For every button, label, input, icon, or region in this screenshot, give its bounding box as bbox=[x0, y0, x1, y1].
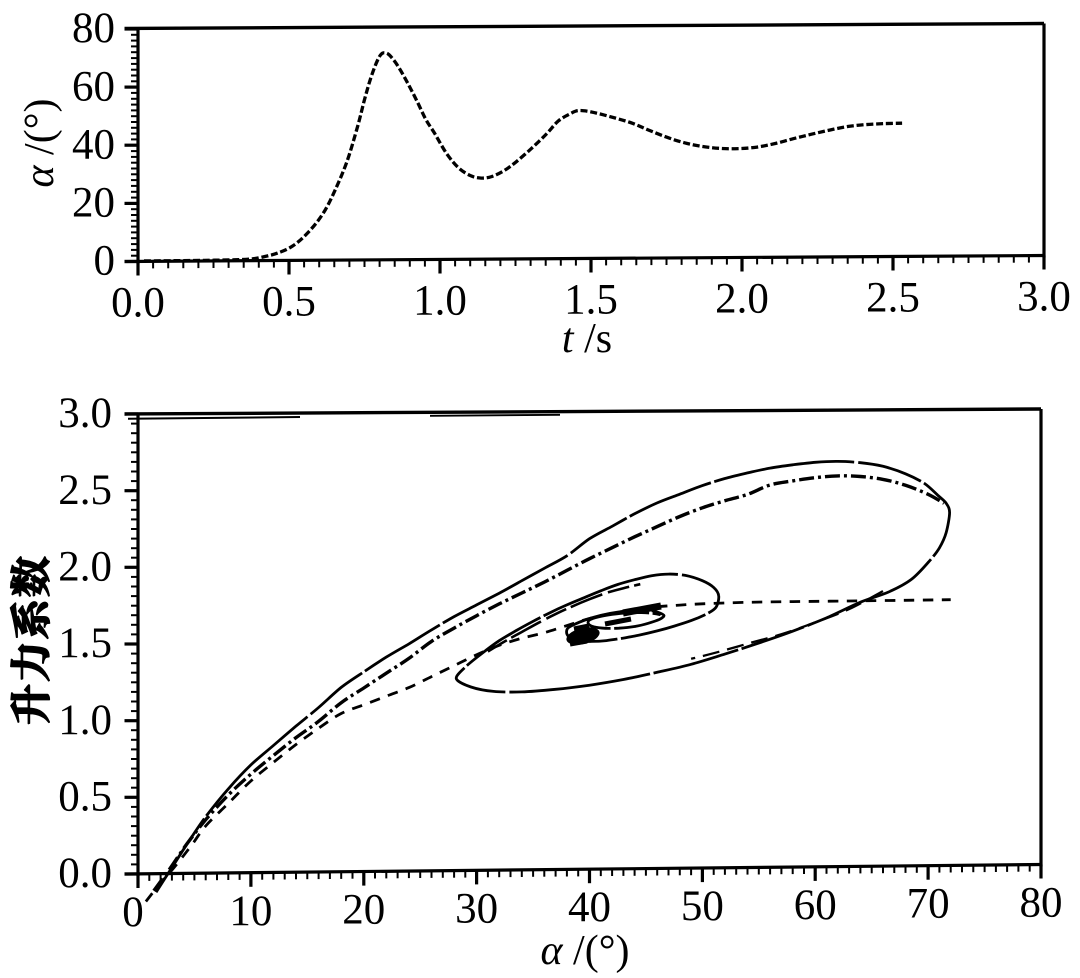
svg-text:0.5: 0.5 bbox=[58, 774, 112, 821]
svg-text:1.5: 1.5 bbox=[564, 277, 618, 324]
svg-text:20: 20 bbox=[72, 180, 115, 227]
svg-text:10: 10 bbox=[229, 888, 272, 935]
svg-text:2.5: 2.5 bbox=[58, 467, 112, 514]
svg-text:40: 40 bbox=[568, 884, 611, 931]
svg-text:1.0: 1.0 bbox=[413, 278, 467, 325]
svg-text:0: 0 bbox=[94, 238, 116, 285]
svg-text:1.0: 1.0 bbox=[58, 697, 112, 744]
svg-text:2.5: 2.5 bbox=[866, 275, 920, 322]
svg-text:30: 30 bbox=[455, 885, 498, 932]
svg-text:80: 80 bbox=[72, 5, 115, 52]
svg-text:20: 20 bbox=[342, 887, 385, 934]
svg-text:α /(°): α /(°) bbox=[541, 928, 630, 974]
svg-text:50: 50 bbox=[681, 883, 724, 930]
svg-text:α /(°): α /(°) bbox=[17, 99, 63, 188]
svg-text:3.0: 3.0 bbox=[58, 390, 112, 437]
svg-text:2.0: 2.0 bbox=[715, 276, 769, 323]
svg-text:60: 60 bbox=[794, 882, 837, 929]
svg-text:0.0: 0.0 bbox=[111, 280, 165, 327]
svg-text:70: 70 bbox=[907, 881, 950, 928]
svg-text:60: 60 bbox=[72, 63, 115, 110]
svg-text:0.0: 0.0 bbox=[58, 850, 112, 897]
svg-text:1.5: 1.5 bbox=[58, 620, 112, 667]
svg-text:t /s: t /s bbox=[562, 316, 612, 362]
svg-text:2.0: 2.0 bbox=[58, 544, 112, 591]
svg-text:80: 80 bbox=[1020, 880, 1063, 927]
svg-text:40: 40 bbox=[72, 121, 115, 168]
svg-text:0: 0 bbox=[122, 889, 144, 936]
svg-text:0.5: 0.5 bbox=[262, 279, 316, 326]
svg-text:3.0: 3.0 bbox=[1017, 274, 1071, 321]
